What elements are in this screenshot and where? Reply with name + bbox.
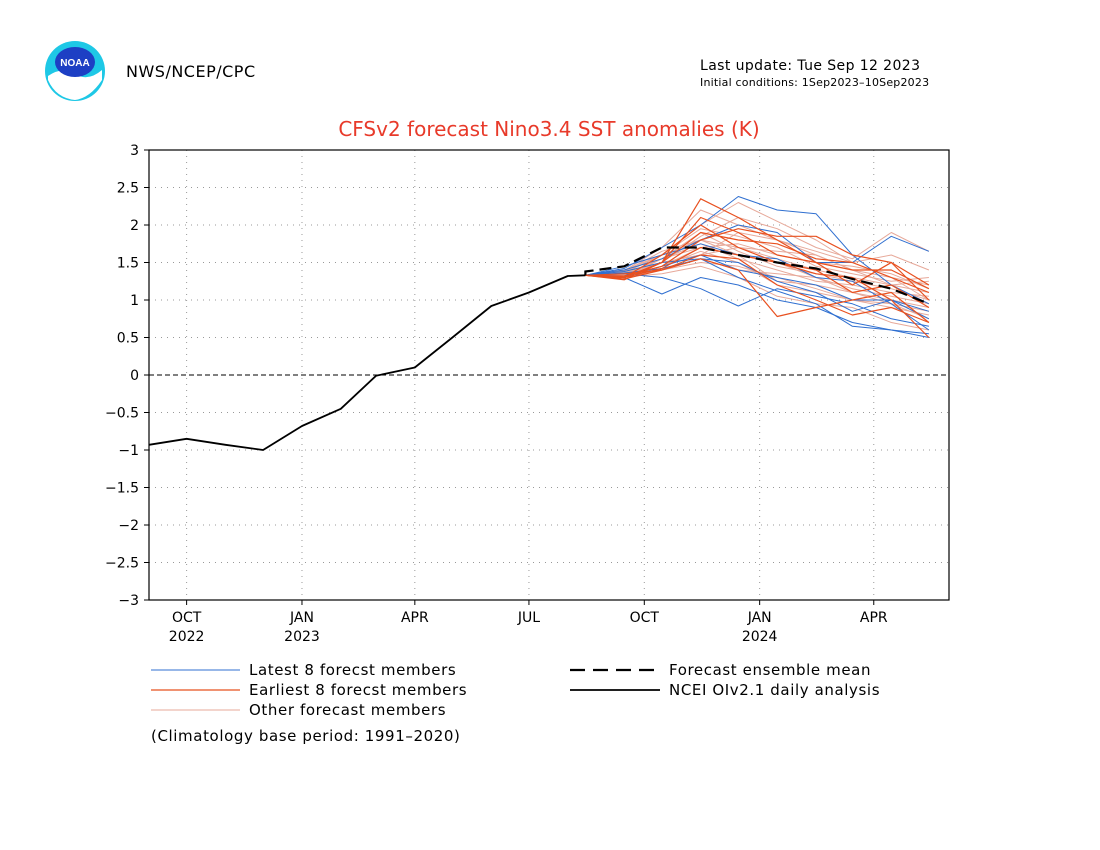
y-tick-label: −0.5 [105, 406, 139, 422]
y-tick-label: 1 [130, 293, 139, 309]
y-tick-label: 0.5 [117, 331, 139, 347]
x-tick-label: OCT [172, 610, 202, 626]
x-tick-label: JUL [517, 610, 540, 626]
legend-other-label: Other forecast members [249, 701, 446, 719]
analysis-line [148, 274, 586, 451]
noaa-logo-icon: NOAA [45, 41, 105, 101]
x-tick-year-label: 2024 [742, 629, 778, 645]
legend-mean-label: Forecast ensemble mean [669, 661, 871, 679]
x-tick-label: JAN [289, 610, 314, 626]
x-tick-label: APR [401, 610, 429, 626]
legend-analysis-label: NCEI OIv2.1 daily analysis [669, 681, 880, 699]
legend: Latest 8 forecst members Earliest 8 forec… [151, 661, 880, 745]
x-tick-label: JAN [747, 610, 772, 626]
x-tick-year-label: 2022 [169, 629, 205, 645]
earliest-member-line [585, 216, 930, 290]
y-tick-label: −2 [118, 518, 139, 534]
x-axis: OCT 2022 JAN 2023 APR JUL OCT JAN 2024 APR [169, 600, 888, 645]
x-tick-year-label: 2023 [284, 629, 320, 645]
x-tick-label: APR [860, 610, 888, 626]
y-tick-label: 2 [130, 218, 139, 234]
y-tick-label: −1 [118, 443, 139, 459]
y-tick-label: −1.5 [105, 481, 139, 497]
y-tick-label: 0 [130, 368, 139, 384]
grid-lines [149, 150, 949, 600]
y-tick-label: −2.5 [105, 556, 139, 572]
legend-earliest-label: Earliest 8 forecst members [249, 681, 467, 699]
earliest-member-line [585, 258, 930, 323]
climatology-footnote: (Climatology base period: 1991–2020) [151, 727, 460, 745]
other-member-line [585, 209, 930, 276]
y-tick-label: 1.5 [117, 256, 139, 272]
forecast-members [585, 196, 930, 338]
earliest-member-line [585, 228, 930, 286]
legend-latest-label: Latest 8 forecst members [249, 661, 456, 679]
x-tick-label: OCT [630, 610, 660, 626]
chart-title: CFSv2 forecast Nino3.4 SST anomalies (K) [338, 117, 759, 141]
last-update-text: Last update: Tue Sep 12 2023 [700, 58, 921, 74]
earliest-member-line [585, 254, 930, 324]
ensemble-mean-line [584, 246, 930, 305]
main-lines [148, 246, 930, 451]
latest-member-line [585, 243, 930, 331]
other-member-line [585, 247, 929, 286]
other-member-line [585, 217, 930, 276]
svg-text:NOAA: NOAA [60, 58, 89, 69]
y-tick-label: −3 [118, 593, 139, 609]
agency-label: NWS/NCEP/CPC [126, 62, 256, 81]
y-axis: 3 2.5 2 1.5 1 0.5 0 −0.5 −1 −1.5 −2 −2.5 −3 [105, 143, 149, 609]
y-tick-label: 3 [130, 143, 139, 159]
initial-conditions-text: Initial conditions: 1Sep2023–10Sep2023 [700, 76, 930, 89]
y-tick-label: 2.5 [117, 181, 139, 197]
